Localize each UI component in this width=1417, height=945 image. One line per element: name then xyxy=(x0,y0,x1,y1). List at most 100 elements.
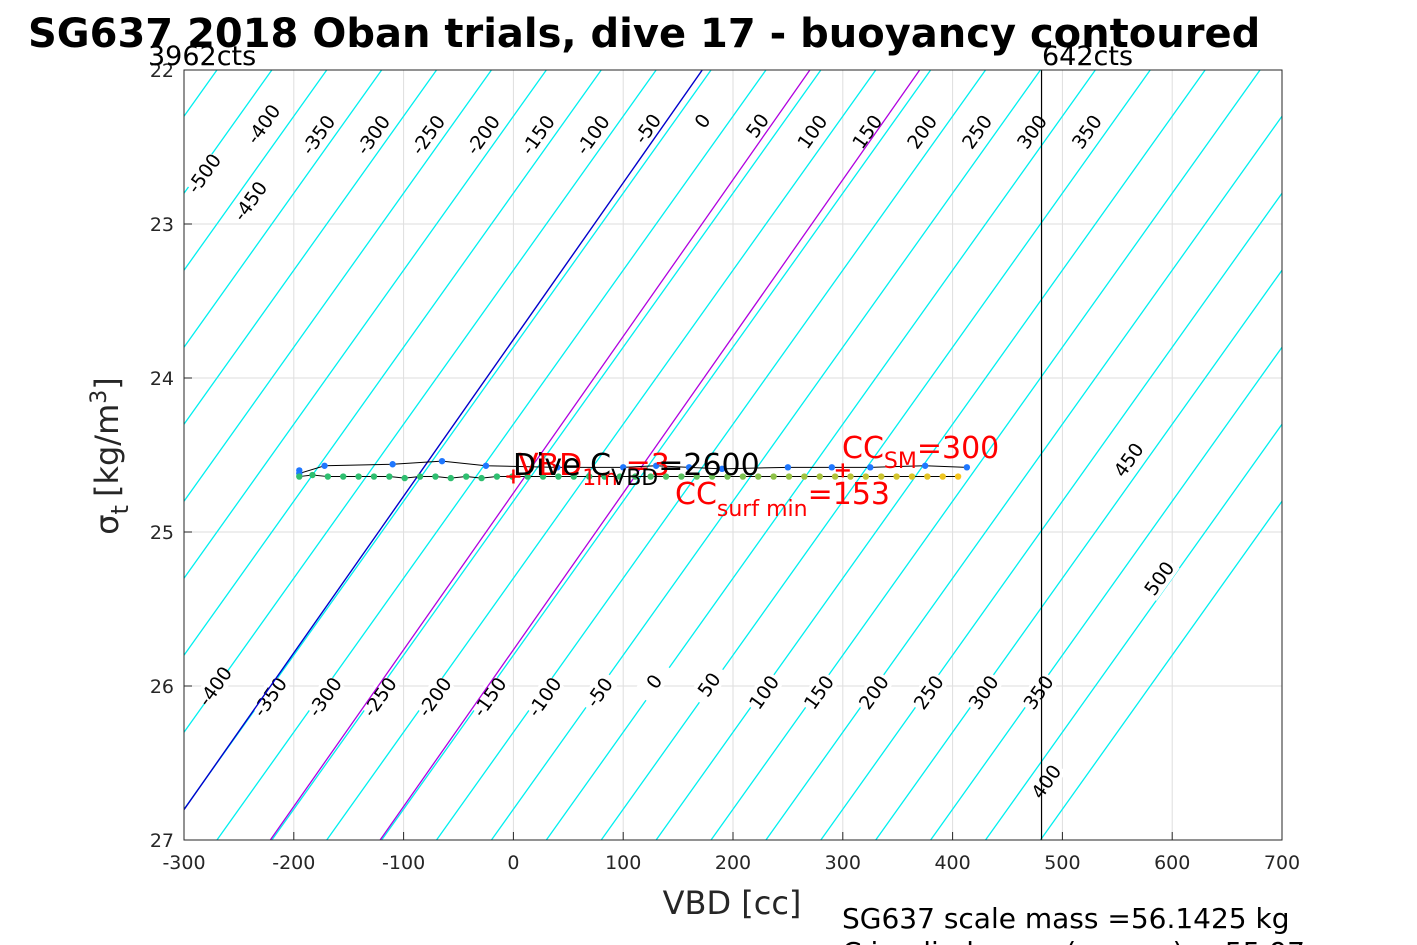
contour-line xyxy=(985,423,1282,840)
x-tick-label: -100 xyxy=(382,852,425,874)
data-point xyxy=(678,473,685,480)
contour-label-bg xyxy=(688,661,730,708)
data-point xyxy=(847,473,854,480)
cc-reference-line xyxy=(269,70,811,840)
data-point xyxy=(355,473,362,480)
contour-line xyxy=(184,70,547,580)
data-point xyxy=(616,473,624,480)
contour-label-bg xyxy=(798,669,840,715)
contour-label-bg xyxy=(229,178,271,224)
data-point xyxy=(867,464,874,471)
data-point xyxy=(921,462,929,469)
y-axis-label-close: ] xyxy=(88,377,126,389)
contour-line xyxy=(184,70,657,734)
data-point xyxy=(438,457,446,465)
data-point xyxy=(389,461,396,468)
data-point xyxy=(739,473,747,480)
contour-line xyxy=(0,70,52,840)
dive-c-vbd-annotation: Dive CVBD=2600 xyxy=(513,448,760,491)
x-tick-label: 100 xyxy=(605,852,641,874)
contour-label-bg xyxy=(242,101,284,147)
footer-scale-mass: SG637 scale mass =56.1425 kg xyxy=(842,902,1290,935)
data-point xyxy=(309,471,316,479)
data-point xyxy=(939,473,946,480)
data-point xyxy=(693,473,700,480)
contour-label-bg xyxy=(297,112,339,158)
contour-line xyxy=(1039,500,1282,840)
y-axis-label-base: σ xyxy=(88,514,126,534)
contour-line xyxy=(184,70,438,426)
data-point xyxy=(770,473,777,480)
x-tick-label: 700 xyxy=(1264,852,1300,874)
data-point xyxy=(386,473,393,480)
data-point xyxy=(784,464,792,471)
y-tick-label: 26 xyxy=(150,676,174,698)
reference-lines xyxy=(184,70,1043,840)
x-tick-label: 300 xyxy=(825,852,861,874)
x-tick-label: 600 xyxy=(1154,852,1190,874)
cc-sm-annotation: CCSM=300 xyxy=(842,431,999,474)
contour-line xyxy=(184,70,712,811)
series-line xyxy=(298,460,967,475)
data-point xyxy=(862,473,870,480)
y-tick-label: 23 xyxy=(150,214,174,236)
contour-label-bg xyxy=(791,108,833,155)
contour-line xyxy=(0,70,162,840)
contour-line xyxy=(381,70,932,840)
contour-label-bg xyxy=(907,669,950,715)
data-point xyxy=(652,462,660,469)
data-series xyxy=(296,457,971,482)
contour-line xyxy=(184,70,328,272)
data-point xyxy=(321,462,328,469)
counts-right-label: 642cts xyxy=(1042,41,1133,72)
contour-line xyxy=(436,70,987,840)
data-point xyxy=(963,464,971,471)
data-point xyxy=(620,464,627,471)
contour-label-bg xyxy=(1107,436,1149,483)
cc-reference-line xyxy=(379,70,921,840)
contour-label-bg xyxy=(956,108,998,155)
data-point xyxy=(432,473,439,480)
data-point xyxy=(482,462,490,469)
contour-line xyxy=(184,70,602,657)
data-point xyxy=(724,473,731,480)
data-point xyxy=(370,473,378,480)
counts-left-label: 3962cts xyxy=(148,41,256,72)
data-point xyxy=(539,473,547,480)
contour-label-bg xyxy=(413,674,455,720)
contour-line xyxy=(184,70,383,349)
contour-label-bg xyxy=(1017,669,1059,715)
y-tick-label: 27 xyxy=(150,830,174,852)
data-point xyxy=(662,473,670,480)
markers xyxy=(506,463,850,484)
contour-label-bg xyxy=(578,669,620,715)
data-point xyxy=(570,473,577,480)
y-tick-label: 24 xyxy=(150,368,174,390)
y-tick-label: 25 xyxy=(150,522,174,544)
data-point xyxy=(785,473,793,480)
data-point xyxy=(647,473,654,480)
data-point xyxy=(708,473,716,480)
contour-label-bg xyxy=(633,658,675,705)
data-point xyxy=(718,465,726,473)
plus-marker xyxy=(506,469,521,484)
y-axis-label-sub: t xyxy=(106,505,134,514)
footer-implied-mass: C implied mass (approx) = 55.97 xyxy=(842,936,1305,945)
data-point xyxy=(401,474,408,482)
x-tick-label: -300 xyxy=(162,852,205,874)
data-point xyxy=(816,473,823,480)
contour-label-bg xyxy=(183,150,225,196)
contour-line xyxy=(326,70,877,840)
x-tick-label: 500 xyxy=(1044,852,1080,874)
x-tick-label: 0 xyxy=(507,852,519,874)
contour-line xyxy=(600,70,1151,840)
contour-label-bg xyxy=(516,112,559,158)
data-point xyxy=(493,473,501,480)
contour-line xyxy=(184,70,492,503)
contour-label-bg xyxy=(743,669,785,715)
contour-line xyxy=(545,70,1096,840)
y-axis-label: σt [kg/m3] xyxy=(87,377,134,534)
data-point xyxy=(924,473,931,480)
chart-title: SG637 2018 Oban trials, dive 17 - buoyan… xyxy=(28,11,1260,57)
